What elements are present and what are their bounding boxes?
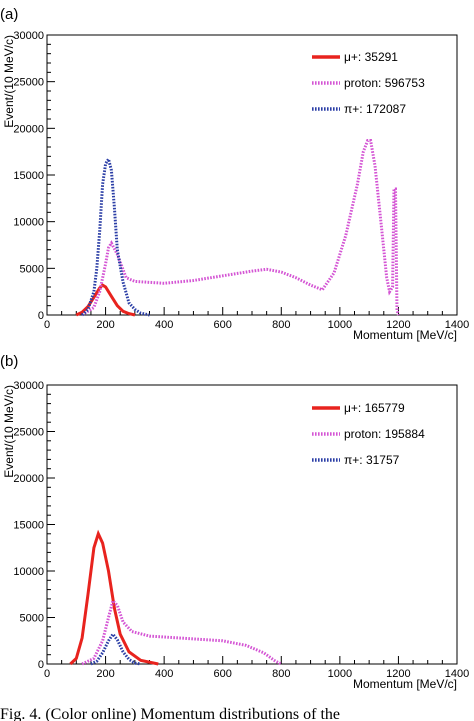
y-tick-label: 20000 — [13, 473, 44, 485]
series-line-3 — [81, 155, 150, 317]
x-tick-label: 1400 — [445, 668, 469, 680]
legend-label-2: proton: 195884 — [344, 427, 425, 441]
x-tick-label: 800 — [272, 319, 290, 331]
x-tick-label: 0 — [44, 319, 50, 331]
x-tick-label: 1200 — [386, 668, 410, 680]
y-tick-label: 15000 — [13, 170, 44, 182]
chart-panel-2: (b) 0 200 400 600 800 1000 1200 1400 0 5000 10000 15… — [0, 353, 469, 691]
y-tick-label: 30000 — [13, 380, 44, 392]
series-line-2 — [81, 597, 282, 666]
y-tick-label: 5000 — [20, 263, 44, 275]
x-tick-label: 600 — [214, 319, 232, 331]
y-tick-label: 10000 — [13, 217, 44, 229]
legend-label-1: μ+: 165779 — [344, 401, 405, 415]
panel-label: (a) — [0, 6, 18, 23]
x-tick-label: 1000 — [328, 319, 352, 331]
panel-label: (b) — [0, 353, 18, 370]
legend-label-3: π+: 172087 — [344, 102, 406, 116]
series-line-2 — [81, 139, 400, 317]
x-tick-label: 200 — [96, 319, 114, 331]
x-axis-title: Momentum [MeV/c] — [353, 677, 457, 691]
y-axis-title: Event/(10 MeV/c) — [2, 385, 16, 478]
legend-label-3: π+: 31757 — [344, 453, 400, 467]
figure-caption: Fig. 4. (Color online) Momentum distribu… — [0, 706, 340, 721]
x-axis-title: Momentum [MeV/c] — [353, 328, 457, 342]
y-tick-label: 15000 — [13, 520, 44, 532]
y-axis-title: Event/(10 MeV/c) — [2, 35, 16, 128]
y-tick-label: 25000 — [13, 427, 44, 439]
y-tick-label: 5000 — [20, 613, 44, 625]
series-line-1 — [75, 283, 136, 317]
legend-label-1: μ+: 35291 — [344, 50, 398, 64]
series-line-3 — [90, 631, 141, 666]
legend-label-2: proton: 596753 — [344, 76, 425, 90]
x-tick-label: 400 — [155, 319, 173, 331]
y-tick-label: 10000 — [13, 566, 44, 578]
y-tick-label: 25000 — [13, 77, 44, 89]
series-line-1 — [69, 529, 159, 666]
x-tick-label: 1000 — [328, 668, 352, 680]
x-tick-label: 600 — [214, 668, 232, 680]
y-tick-label: 20000 — [13, 123, 44, 135]
x-tick-label: 800 — [272, 668, 290, 680]
x-tick-label: 200 — [96, 668, 114, 680]
x-tick-label: 400 — [155, 668, 173, 680]
chart-panel-1: (a) 0 200 400 600 800 1000 1200 1400 0 5000 10000 15… — [0, 6, 469, 342]
y-tick-label: 0 — [38, 659, 44, 671]
x-tick-label: 0 — [44, 668, 50, 680]
y-tick-label: 0 — [38, 310, 44, 322]
x-tick-label: 1200 — [386, 319, 410, 331]
y-tick-label: 30000 — [13, 30, 44, 42]
x-tick-label: 1400 — [445, 319, 469, 331]
